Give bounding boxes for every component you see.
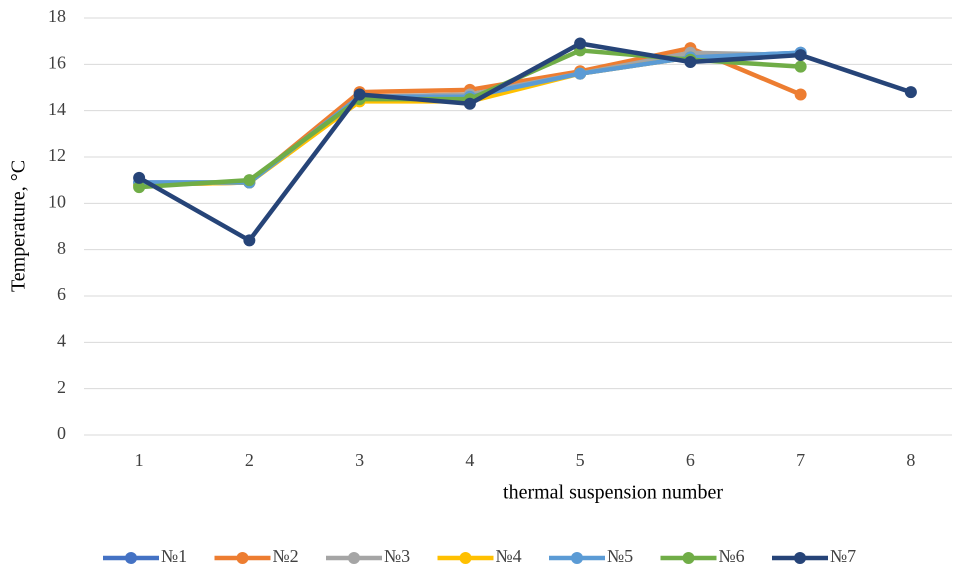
series-line — [136, 45, 803, 188]
legend-item: №1 — [103, 546, 187, 566]
x-tick-label: 8 — [906, 450, 915, 470]
series-line — [136, 50, 803, 185]
x-tick-label: 3 — [355, 450, 364, 470]
y-tick-label: 10 — [48, 191, 66, 211]
legend-label: №6 — [719, 546, 745, 566]
legend-swatch-marker — [125, 552, 137, 564]
legend-item: №5 — [549, 546, 633, 566]
legend-swatch-marker — [571, 552, 583, 564]
series-line — [136, 50, 803, 188]
legend-item: №3 — [326, 546, 410, 566]
data-point — [463, 97, 476, 110]
data-point — [794, 49, 807, 62]
legend-label: №4 — [496, 546, 522, 566]
y-tick-label: 14 — [48, 99, 66, 119]
data-point — [243, 234, 256, 247]
x-tick-label: 5 — [576, 450, 585, 470]
data-point — [133, 171, 146, 184]
data-point — [353, 88, 366, 101]
data-point — [684, 56, 697, 69]
data-point — [574, 67, 587, 80]
data-point — [794, 60, 807, 73]
x-tick-label: 4 — [465, 450, 474, 470]
legend-swatch-marker — [236, 552, 249, 564]
legend-label: №3 — [384, 546, 410, 566]
legend-item: №4 — [437, 546, 522, 566]
x-tick-label: 1 — [135, 450, 144, 470]
x-axis-title: thermal suspension number — [503, 482, 723, 504]
y-tick-label: 6 — [57, 284, 66, 304]
y-tick-label: 4 — [57, 330, 66, 350]
x-tick-label: 7 — [796, 450, 805, 470]
legend-swatch-marker — [794, 552, 806, 564]
legend-label: №1 — [161, 546, 187, 566]
data-point — [574, 37, 587, 50]
y-tick-label: 18 — [48, 6, 66, 26]
y-axis-title: Temperature, °C — [8, 160, 30, 292]
y-tick-label: 8 — [57, 238, 66, 258]
series-line — [136, 41, 914, 243]
legend-swatch-marker — [459, 552, 472, 564]
series-line — [136, 50, 803, 185]
data-point — [904, 86, 917, 99]
legend-label: №2 — [273, 546, 299, 566]
y-tick-label: 16 — [48, 52, 66, 72]
legend-swatch-marker — [348, 552, 360, 564]
legend-swatch-marker — [682, 552, 695, 564]
data-point — [133, 181, 146, 194]
legend-label: №5 — [607, 546, 633, 566]
data-point — [243, 174, 256, 187]
x-tick-label: 2 — [245, 450, 254, 470]
y-tick-label: 0 — [57, 423, 66, 443]
y-tick-label: 12 — [48, 145, 66, 165]
data-point — [794, 88, 807, 101]
series-line — [136, 52, 803, 188]
x-tick-label: 6 — [686, 450, 695, 470]
legend-item: №6 — [660, 546, 745, 566]
legend-item: №2 — [214, 546, 299, 566]
legend-item: №7 — [772, 546, 856, 566]
y-tick-label: 2 — [57, 377, 66, 397]
legend-label: №7 — [830, 546, 856, 566]
series-line — [136, 48, 803, 190]
